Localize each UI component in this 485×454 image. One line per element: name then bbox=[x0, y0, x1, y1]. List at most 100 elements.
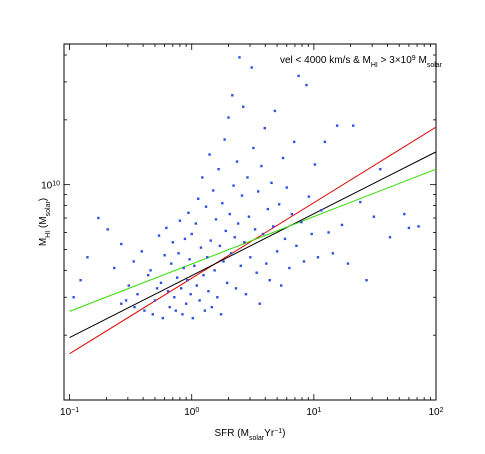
scatter-point bbox=[261, 232, 265, 236]
scatter-point bbox=[331, 252, 335, 255]
scatter-point bbox=[181, 313, 184, 316]
scatter-point bbox=[149, 269, 152, 272]
x-axis-label: SFR (MsolarYr−1) bbox=[215, 428, 286, 442]
scatter-point bbox=[272, 225, 275, 228]
scatter-point bbox=[166, 290, 170, 293]
fit-lines bbox=[69, 126, 437, 355]
scatter-point bbox=[255, 271, 258, 274]
scatter-point bbox=[275, 250, 279, 253]
scatter-point bbox=[288, 266, 291, 270]
scatter-point bbox=[218, 244, 222, 248]
annotation-text: vel < 4000 km/s & MHI > 3×109 Msolar bbox=[280, 55, 443, 69]
scatter-point bbox=[199, 246, 203, 249]
scatter-point bbox=[323, 140, 327, 144]
scatter-point bbox=[127, 284, 130, 287]
scatter-point bbox=[250, 66, 253, 69]
scatter-point bbox=[216, 296, 219, 299]
scatter-point bbox=[106, 228, 109, 231]
scatter-point bbox=[281, 156, 285, 160]
y-tick-label: 1010 bbox=[41, 180, 60, 192]
scatter-point bbox=[305, 83, 308, 87]
scatter-point bbox=[407, 226, 411, 230]
scatter-point bbox=[197, 197, 200, 200]
scatter-point bbox=[194, 222, 198, 225]
scatter-point bbox=[273, 109, 277, 113]
scatter-point bbox=[247, 215, 251, 218]
scatter-point bbox=[340, 223, 344, 227]
scatter-point bbox=[146, 273, 150, 277]
scatter-point bbox=[310, 232, 313, 236]
scatter-point bbox=[136, 292, 139, 296]
scatter-point bbox=[188, 258, 191, 261]
scatter-point bbox=[365, 279, 368, 282]
scatter-point bbox=[143, 309, 146, 312]
scatter-point bbox=[221, 202, 224, 205]
plot-frame bbox=[63, 43, 437, 401]
scatter-point bbox=[258, 302, 261, 305]
scatter-point bbox=[320, 209, 323, 212]
scatter-point bbox=[210, 305, 213, 309]
scatter-point bbox=[234, 287, 238, 290]
scatter-point bbox=[313, 163, 317, 166]
scatter-point bbox=[403, 212, 406, 216]
scatter-point bbox=[178, 219, 182, 222]
fit-line-2 bbox=[69, 151, 437, 338]
axis-ticks bbox=[63, 44, 437, 401]
scatter-point bbox=[183, 237, 187, 241]
scatter-point bbox=[224, 229, 227, 233]
scatter-point bbox=[222, 260, 225, 263]
x-tick-label: 102 bbox=[428, 407, 443, 419]
scatter-point bbox=[244, 292, 248, 296]
scatter-point bbox=[235, 160, 239, 163]
scatter-point bbox=[198, 299, 201, 302]
scatter-point bbox=[253, 228, 257, 231]
scatter-point bbox=[228, 212, 232, 216]
scatter-point bbox=[335, 124, 339, 127]
scatter-point bbox=[120, 302, 123, 305]
scatter-point bbox=[283, 237, 287, 241]
scatter-point bbox=[266, 207, 270, 211]
scatter-point bbox=[193, 264, 196, 267]
scatter-point bbox=[187, 211, 190, 215]
scatter-point bbox=[207, 290, 210, 293]
scatter-point bbox=[190, 232, 193, 236]
scatter-point bbox=[231, 94, 234, 97]
scatter-point bbox=[292, 140, 296, 144]
scatter-point bbox=[246, 176, 249, 179]
scatter-point bbox=[120, 242, 123, 246]
scatter-point bbox=[285, 186, 288, 189]
scatter-point bbox=[229, 252, 233, 255]
scatter-point bbox=[260, 164, 263, 168]
scatter-point bbox=[263, 126, 266, 130]
scatter-point bbox=[202, 273, 205, 277]
scatter-point bbox=[232, 184, 235, 187]
scatter-point bbox=[191, 316, 194, 320]
x-tick-label: 101 bbox=[306, 407, 321, 419]
x-tick-label: 10−1 bbox=[60, 407, 79, 419]
scatter-point bbox=[217, 167, 220, 171]
scatter-point bbox=[239, 264, 242, 267]
scatter-point bbox=[163, 254, 166, 257]
scatter-point bbox=[277, 203, 281, 206]
scatter-point bbox=[249, 256, 252, 259]
scatter-point bbox=[214, 218, 218, 221]
scatter-point bbox=[316, 256, 320, 259]
scatter-point bbox=[168, 305, 171, 309]
scatter-point bbox=[201, 176, 204, 179]
data-points bbox=[72, 56, 420, 320]
scatter-point bbox=[208, 153, 211, 156]
fit-line-3 bbox=[69, 168, 437, 312]
scatter-point bbox=[227, 116, 230, 119]
scatter-point bbox=[252, 146, 255, 150]
scatter-point bbox=[240, 194, 244, 197]
scatter-point bbox=[203, 309, 207, 312]
scatter-point bbox=[186, 279, 189, 282]
scatter-point bbox=[209, 239, 212, 242]
scatter-point bbox=[223, 138, 226, 141]
scatter-point bbox=[72, 296, 75, 299]
scatter-point bbox=[290, 212, 294, 216]
scatter-point bbox=[268, 279, 271, 282]
scatter-point bbox=[346, 262, 350, 265]
scatter-point bbox=[124, 299, 128, 302]
